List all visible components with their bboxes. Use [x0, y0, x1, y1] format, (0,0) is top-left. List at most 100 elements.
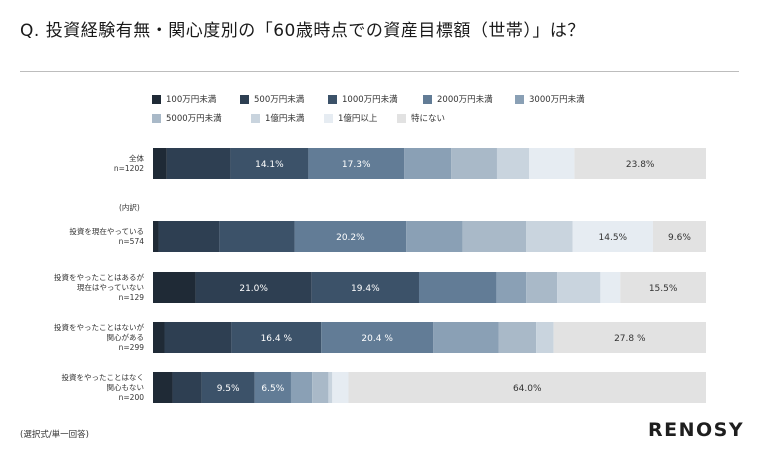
- bar-segment: [574, 148, 706, 179]
- legend-label: 1億円以上: [338, 114, 378, 124]
- bar-segment: [153, 372, 173, 403]
- legend-swatch: [423, 94, 432, 104]
- row-sample-size: n=1202: [113, 163, 144, 173]
- data-label: 14.1%: [255, 160, 284, 170]
- data-label: 9.5%: [217, 384, 240, 394]
- bar-segment: [230, 148, 309, 179]
- bar-segment: [553, 322, 706, 353]
- row-label: 全体 n=1202: [8, 154, 144, 174]
- data-label: 20.2%: [336, 233, 365, 243]
- bar-segment: [254, 372, 291, 403]
- bar-segment: [418, 272, 497, 303]
- row-label: 投資を現在やっている n=574: [8, 227, 144, 247]
- row-label: 投資をやったことはないが 関心がある n=299: [8, 323, 144, 353]
- data-label: 16.4 %: [261, 334, 293, 344]
- legend-label: 500万円未満: [254, 95, 305, 105]
- legend-item: 1億円以上: [324, 112, 377, 124]
- title-divider: [20, 71, 739, 72]
- bar-segment: [153, 272, 196, 303]
- row-label-line: 全体: [129, 153, 144, 163]
- bar-segment: [332, 372, 349, 403]
- row-label-line: 現在はやっていない: [76, 282, 144, 292]
- bar-segment: [536, 322, 554, 353]
- footnote: (選択式/単一回答): [20, 430, 89, 440]
- legend-swatch: [397, 113, 406, 123]
- data-label: 27.8 %: [614, 334, 646, 344]
- bar-segment: [219, 221, 295, 252]
- bar-segment: [557, 272, 601, 303]
- row-label: 投資をやったことはあるが 現在はやっていない n=129: [8, 273, 144, 303]
- bar-segment: [328, 372, 333, 403]
- bar-segment: [462, 221, 527, 252]
- bar-segment: [496, 148, 530, 179]
- legend-item: 1億円未満: [251, 112, 304, 124]
- data-label: 64.0%: [513, 384, 542, 394]
- bar-segment: [153, 148, 167, 179]
- bar-segment: [620, 272, 706, 303]
- bar-segment: [153, 322, 165, 353]
- data-label: 6.5%: [261, 384, 284, 394]
- bar-segment: [652, 221, 706, 252]
- bar-segment: [600, 272, 621, 303]
- row-sample-size: n=574: [118, 236, 144, 246]
- row-sample-size: n=129: [118, 292, 144, 302]
- data-label: 21.0%: [239, 284, 268, 294]
- renosy-logo: RENOSY: [648, 419, 745, 441]
- data-label: 20.4 %: [361, 334, 393, 344]
- data-label: 15.5%: [649, 284, 678, 294]
- bar-segment: [172, 372, 202, 403]
- row-label-line: 投資を現在やっている: [69, 226, 144, 236]
- breakdown-label: (内訳): [119, 203, 140, 212]
- bar-segment: [529, 148, 575, 179]
- legend-label: 3000万円未満: [529, 95, 585, 105]
- bar-segment: [496, 272, 527, 303]
- bar-segment: [404, 148, 452, 179]
- bar-segment: [153, 221, 159, 252]
- legend-label: 特にない: [411, 114, 446, 124]
- data-label: 19.4%: [351, 284, 380, 294]
- row-label-line: 関心もない: [106, 382, 145, 392]
- bar-segment: [312, 372, 329, 403]
- data-label: 17.3%: [342, 160, 371, 170]
- legend-item: 3000万円未満: [515, 93, 585, 105]
- legend-item: 100万円未満: [152, 93, 216, 105]
- legend-swatch: [152, 94, 161, 104]
- legend-swatch: [240, 94, 249, 104]
- bar-segment: [433, 322, 499, 353]
- legend-label: 2000万円未満: [437, 95, 493, 105]
- row-sample-size: n=299: [118, 342, 144, 352]
- bar-segment: [231, 322, 322, 353]
- bar-segment: [201, 372, 255, 403]
- bar-segment: [321, 322, 434, 353]
- legend-label: 1000万円未満: [342, 95, 398, 105]
- bar-segment: [498, 322, 537, 353]
- legend-label: 5000万円未満: [166, 114, 222, 124]
- legend-item: 2000万円未満: [423, 93, 493, 105]
- bar-segment: [348, 372, 706, 403]
- row-label-line: 投資をやったことはなく: [61, 372, 145, 382]
- legend-item: 1000万円未満: [328, 93, 398, 105]
- bar-segment: [195, 272, 312, 303]
- legend-item: 5000万円未満: [152, 112, 222, 124]
- data-label: 9.6%: [668, 233, 691, 243]
- bar-segment: [308, 148, 405, 179]
- row-label-line: 投資をやったことはあるが: [54, 272, 144, 282]
- data-label: 14.5%: [599, 233, 628, 243]
- legend-item: 特にない: [397, 112, 445, 124]
- legend-item: 500万円未満: [240, 93, 304, 105]
- row-label-line: 投資をやったことはないが: [54, 322, 144, 332]
- bar-segment: [572, 221, 653, 252]
- row-label: 投資をやったことはなく 関心もない n=200: [8, 372, 145, 403]
- row-label-line: 関心がある: [106, 332, 145, 342]
- bar-segment: [451, 148, 497, 179]
- bar-segment: [526, 272, 558, 303]
- bar-segment: [526, 221, 573, 252]
- data-label: 23.8%: [626, 160, 655, 170]
- bar-segment: [406, 221, 463, 252]
- legend-label: 1億円未満: [265, 114, 305, 124]
- row-sample-size: n=200: [118, 392, 144, 402]
- bar-segment: [311, 272, 419, 303]
- bar-segment: [294, 221, 407, 252]
- legend-swatch: [515, 94, 524, 104]
- legend-swatch: [152, 113, 161, 123]
